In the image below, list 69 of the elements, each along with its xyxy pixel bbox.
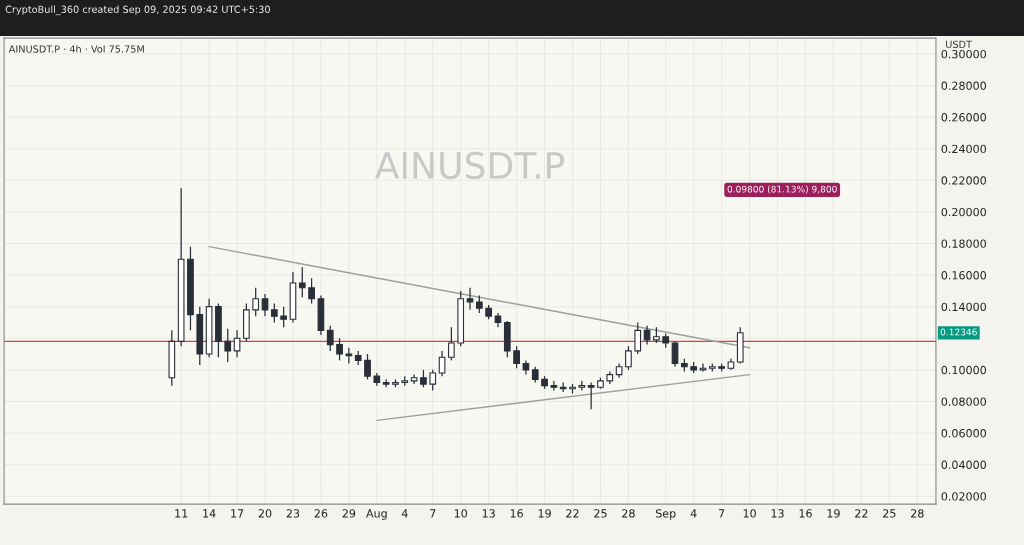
text: AINUSDT.P · 4h · Vol 75.75M (8, 45, 144, 53)
candlestick (625, 345, 632, 371)
x-tick-label: 23 (286, 509, 300, 518)
candlestick (448, 326, 455, 362)
candlestick (634, 321, 642, 355)
y-tick-label: 0.18000 (941, 239, 987, 248)
y-tick-label: 0.22000 (941, 176, 987, 185)
candlestick (270, 302, 278, 324)
y-tick-label: 0.30000 (941, 49, 987, 59)
y-tick-label: 0.20000 (941, 207, 987, 217)
y-tick-label: 0.28000 (941, 81, 987, 90)
y-tick-label: 0.14000 (941, 302, 987, 312)
candlestick (643, 325, 651, 346)
x-tick-label: 19 (538, 509, 551, 518)
candlestick (466, 287, 474, 311)
candlestick (364, 353, 371, 380)
candlestick (261, 293, 269, 317)
candlestick (233, 329, 241, 358)
candlestick (298, 266, 306, 298)
candlestick (326, 325, 334, 352)
x-tick-label: Sep (655, 509, 676, 520)
x-tick-label: 13 (771, 509, 784, 518)
x-tick-label: 7 (718, 509, 725, 518)
x-tick-label: 29 (342, 509, 356, 518)
x-tick-label: 7 (430, 509, 436, 518)
x-tick-label: 28 (911, 509, 924, 518)
candlestick (224, 328, 232, 363)
y-tick-label: 0.08000 (941, 397, 987, 406)
candlestick (308, 277, 315, 305)
candlestick (671, 340, 679, 368)
annotation: 0.09800 (81.13%) 9,800 (727, 185, 837, 194)
x-tick-label: 13 (482, 509, 495, 518)
candlestick (513, 345, 520, 369)
x-tick-label: 14 (203, 509, 216, 518)
candlestick (345, 347, 353, 365)
x-tick-label: 16 (799, 509, 812, 518)
x-tick-label: 25 (883, 509, 896, 518)
y-tick-label: 0.24000 (941, 144, 987, 154)
x-tick-label: 26 (314, 509, 328, 518)
x-tick-label: 20 (258, 509, 272, 518)
x-tick-label: 22 (566, 509, 579, 518)
x-tick-label: 10 (743, 509, 756, 518)
y-tick-label: 0.06000 (941, 429, 987, 438)
candlestick (550, 380, 558, 392)
candlestick (587, 381, 595, 410)
annotation: 0.12346 (940, 328, 977, 336)
candlestick (336, 337, 343, 362)
x-tick-label: 22 (855, 509, 868, 518)
y-tick-label: 0.10000 (941, 365, 987, 375)
candlestick (438, 350, 446, 377)
candlestick (280, 306, 287, 328)
x-tick-label: 28 (622, 509, 635, 518)
x-tick-label: 16 (510, 509, 523, 518)
x-tick-label: Aug (366, 509, 387, 520)
x-tick-label: 11 (175, 509, 188, 518)
x-tick-label: 4 (690, 509, 697, 518)
x-tick-label: 4 (401, 509, 408, 518)
y-tick-label: 0.16000 (941, 271, 987, 280)
x-tick-label: 10 (454, 509, 468, 518)
y-tick-label: 0.02000 (941, 492, 987, 501)
x-tick-label: 19 (827, 509, 840, 518)
candlestick (252, 287, 260, 317)
y-tick-label: 0.26000 (941, 113, 987, 122)
text: CryptoBull_360 created Sep 09, 2025 09:42 UTC+5:30 (5, 5, 270, 16)
y-axis-title: USDT (946, 40, 972, 49)
x-tick-label: 17 (231, 509, 244, 518)
candlestick (429, 369, 437, 392)
y-tick-label: 0.04000 (941, 460, 987, 470)
x-tick-label: 25 (594, 509, 607, 518)
